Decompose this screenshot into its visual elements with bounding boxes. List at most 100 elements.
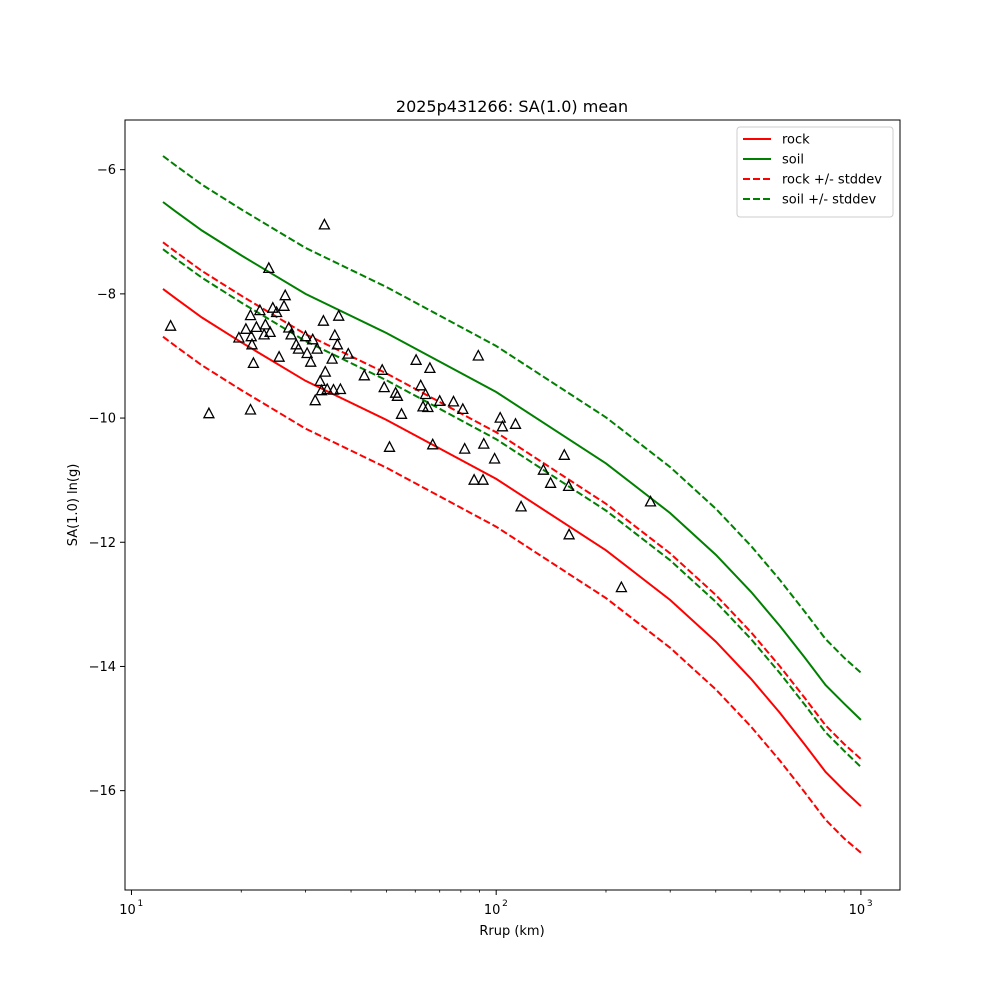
observation-point [273,350,286,362]
series-layer [162,155,862,854]
observation-point [292,342,305,354]
observation-point [537,463,550,475]
observation-point [164,319,177,331]
series-line-1 [162,201,862,721]
observation-point [332,309,345,321]
observation-point [477,437,490,449]
y-tick-label: −10 [89,412,116,427]
observation-point [544,476,557,488]
observation-point [304,355,317,367]
series-line-4 [162,155,862,674]
observation-point [358,368,371,381]
observation-point [383,440,396,452]
observation-point [456,402,469,415]
observation-point [644,495,657,507]
plot-area [125,120,900,890]
observation-point [264,325,277,338]
observation-point [309,393,322,406]
observation-point [319,365,332,377]
x-axis: 10 1 10 2 10 3 [119,890,873,918]
observation-point [334,382,347,395]
legend-label: soil +/- stddev [782,193,877,208]
x-tick-exponent: 2 [502,899,508,909]
observation-point [419,387,432,400]
observation-point [244,308,257,321]
observation-point [253,303,266,316]
x-tick-label: 10 [484,903,501,918]
series-line-2 [162,241,862,760]
observation-point [311,342,324,354]
observation-point [515,500,528,512]
observation-point [410,353,423,365]
observation-point [494,411,507,423]
observation-point [395,407,408,419]
observation-point [472,349,485,361]
observation-point [299,329,312,342]
legend-label: soil [782,153,804,168]
observation-point [244,403,257,415]
observation-point [615,580,628,593]
observation-point [421,400,434,413]
observation-point [279,288,292,301]
series-line-5 [162,248,862,768]
observation-point [376,363,389,375]
observation-point [342,347,355,359]
observation-point [250,320,263,333]
observation-point [239,322,252,334]
observation-point [282,321,295,333]
observation-markers [164,218,657,593]
observation-point [391,389,404,401]
observation-point [247,356,260,369]
legend-box [736,126,894,218]
observation-point [426,437,439,450]
observation-point [328,328,341,341]
observation-point [562,479,575,492]
observation-point [245,337,259,350]
observation-point [314,374,327,387]
observation-point [331,337,344,350]
observation-point [301,346,314,359]
observation-point [433,394,446,406]
legend-label: rock +/- stddev [782,173,882,188]
observation-point [496,419,509,432]
observation-point [259,318,272,330]
observation-point [447,395,460,407]
observation-point [321,382,334,395]
observation-point [266,301,279,313]
observation-point [563,527,576,540]
x-tick-label: 10 [119,903,136,918]
y-axis-label: SA(1.0) ln(g) [66,464,81,547]
observation-point [558,448,571,460]
observation-point [317,314,330,326]
observation-point [306,332,319,345]
observation-point [202,406,215,419]
chart-title: 2025p431266: SA(1.0) mean [396,97,628,116]
observation-point [262,261,275,274]
observation-point [285,328,298,340]
y-tick-label: −16 [89,784,116,799]
plot-border [124,119,901,891]
observation-point [270,305,283,318]
observation-point [232,331,245,343]
observation-point [318,218,331,230]
observation-point [458,442,471,454]
observation-point [414,378,427,391]
observation-point [277,299,291,311]
observation-point [378,380,391,393]
y-tick-label: −12 [89,536,116,551]
y-axis: −6 −8 −10 −12 −14 −16 [89,163,125,799]
observation-point [468,473,481,485]
x-axis-label: Rrup (km) [479,924,544,939]
y-tick-label: −6 [97,163,116,178]
series-line-0 [162,288,862,807]
observation-point [476,473,490,485]
legend-label: rock [782,133,810,148]
observation-point [488,452,501,464]
y-tick-label: −8 [97,287,116,302]
x-tick-label: 10 [849,903,866,918]
series-line-3 [162,335,862,854]
observation-point [326,352,339,364]
observation-point [327,383,340,395]
x-tick-exponent: 1 [137,899,143,909]
observation-point [509,417,522,429]
